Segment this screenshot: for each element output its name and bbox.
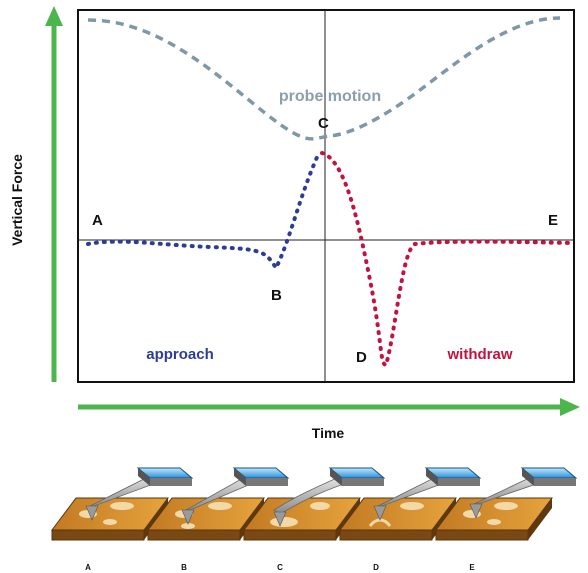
y-axis-arrow <box>45 6 63 382</box>
point-d-label: D <box>356 349 367 366</box>
stage-e-label: E <box>469 563 475 572</box>
probe-tip <box>85 505 99 521</box>
probe-motion-curve <box>87 16 561 141</box>
y-axis-label: Vertical Force <box>9 154 25 246</box>
stage-illustrations <box>51 467 578 541</box>
x-axis-label: Time <box>312 425 345 441</box>
probe-motion-label: probe motion <box>279 88 381 105</box>
stage-e-illustration <box>435 467 578 541</box>
approach-label: approach <box>146 346 214 363</box>
x-axis-arrow <box>78 398 580 416</box>
stage-d-label: D <box>373 563 379 572</box>
withdraw-label: withdraw <box>446 346 512 363</box>
plot-frame <box>77 9 575 383</box>
stage-b-illustration <box>147 467 290 541</box>
stage-a-label: A <box>85 563 91 572</box>
point-b-label: B <box>271 287 282 304</box>
point-e-label: E <box>548 212 558 229</box>
approach-curve <box>86 153 320 273</box>
point-a-label: A <box>92 212 103 229</box>
stage-c-label: C <box>277 563 283 572</box>
stage-b-label: B <box>181 563 187 572</box>
withdraw-curve <box>320 151 574 368</box>
point-c-label: C <box>318 115 329 132</box>
stage-a-illustration <box>51 467 194 541</box>
